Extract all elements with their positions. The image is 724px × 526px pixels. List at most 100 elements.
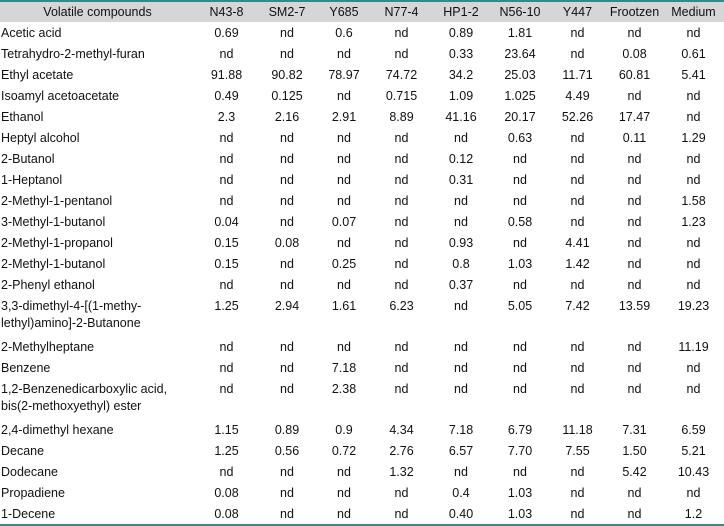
- value-cell: nd: [627, 89, 642, 103]
- value-cell: nd: [513, 152, 527, 166]
- value-cell: nd: [686, 173, 701, 187]
- value-cell: 7.18: [448, 423, 474, 437]
- value-cell: 0.15: [214, 257, 239, 271]
- value-cell: 0.49: [214, 89, 239, 103]
- value-cell: 1.15: [214, 423, 239, 437]
- value-cell: 0.63: [507, 131, 533, 145]
- table-row: Benzene nd nd 7.18 nd nd nd nd nd nd: [0, 357, 724, 378]
- value-cell: 0.4: [452, 486, 470, 500]
- header-cell: SM2-7: [258, 1, 316, 22]
- value-cell: nd: [513, 236, 527, 250]
- header-cell: Y685: [316, 1, 372, 22]
- value-cell: 7.42: [565, 299, 590, 313]
- value-cell: 19.23: [677, 299, 710, 313]
- value-cell: nd: [454, 382, 468, 396]
- value-cell: 5.05: [507, 299, 533, 313]
- header-cell: Medium: [663, 1, 724, 22]
- compound-name: 2-Methylheptane: [1, 340, 95, 354]
- value-cell: nd: [280, 173, 294, 187]
- compound-name: 1-Decene: [1, 507, 56, 521]
- table-row: 2-Methylheptane nd nd nd nd nd nd nd nd 11.19: [0, 336, 724, 357]
- value-cell: 1.29: [681, 131, 706, 145]
- value-cell: nd: [219, 131, 234, 145]
- value-cell: 7.55: [565, 444, 590, 458]
- value-cell: 0.37: [448, 278, 474, 292]
- value-cell: 11.18: [562, 423, 593, 437]
- value-cell: nd: [219, 465, 234, 479]
- value-cell: nd: [337, 236, 351, 250]
- compound-name: Benzene: [1, 361, 51, 375]
- value-cell: 11.19: [678, 340, 709, 354]
- table-row: Tetrahydro-2-methyl-furan nd nd nd nd 0.33 23.…: [0, 43, 724, 64]
- value-cell: nd: [280, 361, 294, 375]
- value-cell: 2.91: [331, 110, 357, 124]
- value-cell: 2.94: [274, 299, 300, 313]
- value-cell: nd: [219, 361, 234, 375]
- value-cell: nd: [219, 340, 234, 354]
- value-cell: nd: [337, 507, 351, 521]
- value-cell: nd: [686, 257, 701, 271]
- value-cell: nd: [570, 507, 585, 521]
- value-cell: nd: [394, 382, 409, 396]
- table-row: Ethyl acetate 91.88 90.82 78.97 74.72 34.2 25.…: [0, 64, 724, 85]
- table-row: Isoamyl acetoacetate 0.49 0.125 nd 0.715 1.09…: [0, 85, 724, 106]
- value-cell: 0.08: [622, 47, 647, 61]
- value-cell: nd: [394, 47, 409, 61]
- compound-name: Dodecane: [1, 465, 58, 479]
- value-cell: 0.72: [331, 444, 357, 458]
- value-cell: nd: [686, 89, 701, 103]
- value-cell: nd: [627, 278, 642, 292]
- value-cell: 25.03: [504, 68, 536, 82]
- value-cell: nd: [627, 26, 642, 40]
- value-cell: nd: [280, 257, 294, 271]
- value-cell: nd: [337, 486, 351, 500]
- value-cell: nd: [627, 194, 642, 208]
- value-cell: nd: [686, 278, 701, 292]
- value-cell: 6.79: [507, 423, 533, 437]
- table-row: Ethanol 2.3 2.16 2.91 8.89 41.16 20.17 52.26 17.…: [0, 106, 724, 127]
- value-cell: 34.2: [448, 68, 474, 82]
- value-cell: 41.16: [445, 110, 477, 124]
- value-cell: nd: [280, 152, 294, 166]
- value-cell: nd: [394, 131, 409, 145]
- value-cell: nd: [337, 340, 351, 354]
- value-cell: nd: [337, 152, 351, 166]
- value-cell: 5.21: [681, 444, 706, 458]
- value-cell: nd: [337, 89, 351, 103]
- value-cell: 0.89: [448, 26, 474, 40]
- value-cell: 0.04: [214, 215, 239, 229]
- value-cell: nd: [337, 194, 351, 208]
- table-row: Propadiene 0.08 nd nd nd 0.4 1.03 nd nd nd: [0, 482, 724, 503]
- value-cell: nd: [280, 194, 294, 208]
- value-cell: 1.09: [448, 89, 474, 103]
- value-cell: nd: [394, 278, 409, 292]
- value-cell: nd: [627, 361, 642, 375]
- value-cell: nd: [394, 173, 409, 187]
- value-cell: 1.2: [684, 507, 703, 521]
- value-cell: 0.89: [274, 423, 300, 437]
- value-cell: nd: [570, 131, 585, 145]
- value-cell: 1.23: [681, 215, 706, 229]
- value-cell: 2.3: [217, 110, 236, 124]
- value-cell: nd: [454, 465, 468, 479]
- value-cell: 7.18: [331, 361, 357, 375]
- value-cell: nd: [627, 382, 642, 396]
- value-cell: 4.41: [565, 236, 590, 250]
- value-cell: 60.81: [618, 68, 651, 82]
- value-cell: nd: [627, 152, 642, 166]
- value-cell: nd: [570, 47, 585, 61]
- compound-name: Isoamyl acetoacetate: [1, 89, 120, 103]
- table-body: Acetic acid 0.69 nd 0.6 nd 0.89 1.81 nd nd nd Tetr…: [0, 22, 724, 525]
- value-cell: nd: [280, 26, 294, 40]
- value-cell: 0.08: [214, 507, 239, 521]
- compound-name: 2-Butanol: [1, 152, 55, 166]
- compound-name: 2-Methyl-1-propanol: [1, 236, 113, 250]
- value-cell: 0.11: [622, 131, 647, 145]
- value-cell: nd: [513, 465, 527, 479]
- value-cell: nd: [219, 173, 234, 187]
- value-cell: 5.41: [681, 68, 706, 82]
- value-cell: 0.07: [331, 215, 357, 229]
- value-cell: nd: [280, 131, 294, 145]
- value-cell: nd: [394, 486, 409, 500]
- value-cell: 23.64: [504, 47, 536, 61]
